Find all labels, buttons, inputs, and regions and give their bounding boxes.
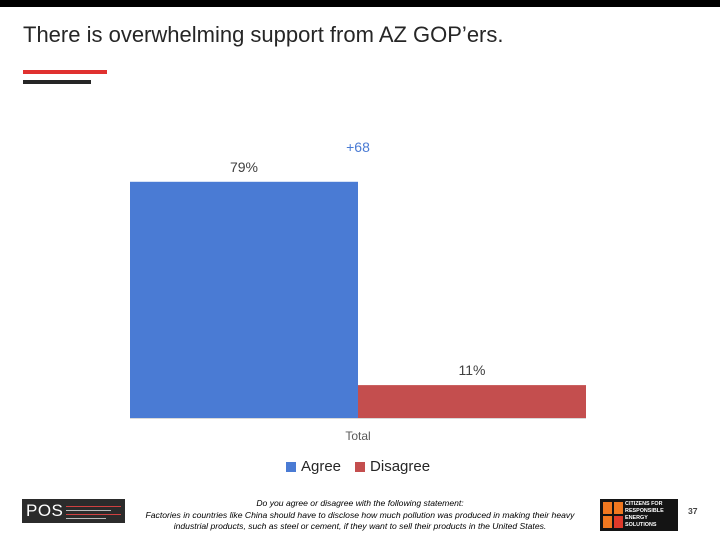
data-label-agree: 79% [230, 159, 258, 175]
cres-logo-mark [603, 502, 623, 528]
margin-annotation: +68 [346, 139, 370, 155]
slide-title: There is overwhelming support from AZ GO… [23, 22, 504, 47]
cres-logo-line: RESPONSIBLE [625, 508, 664, 515]
question-text: Do you agree or disagree with the follow… [256, 498, 464, 508]
cres-logo-line: CITIZENS FOR [625, 501, 663, 508]
chart-legend: Agree Disagree [286, 458, 430, 475]
cres-logo: CITIZENS FOR RESPONSIBLE ENERGY SOLUTION… [600, 499, 678, 531]
bar-chart: 79% 11% Total +68 [130, 139, 586, 443]
cres-logo-line: ENERGY SOLUTIONS [625, 515, 657, 528]
cres-logo-text: CITIZENS FOR RESPONSIBLE ENERGY SOLUTION… [625, 501, 678, 528]
statement-text: Factories in countries like China should… [145, 509, 575, 532]
legend-label-agree: Agree [301, 458, 342, 475]
legend-swatch-agree [286, 461, 296, 472]
bar-agree [130, 181, 358, 418]
legend-item-agree: Agree [286, 458, 341, 475]
accent-line-dark [23, 80, 91, 84]
legend-label-disagree: Disagree [370, 458, 431, 475]
pos-logo: POS [22, 499, 125, 523]
bar-disagree [358, 385, 586, 418]
question-footnote: Do you agree or disagree with the follow… [130, 498, 590, 533]
legend-item-disagree: Disagree [355, 458, 430, 475]
legend-swatch-disagree [355, 461, 366, 472]
pos-logo-text: POS [26, 501, 64, 520]
data-label-disagree: 11% [459, 362, 486, 378]
page-number: 37 [688, 506, 698, 516]
x-tick-label: Total [345, 429, 370, 443]
accent-line-red [23, 70, 107, 74]
top-bar [0, 0, 720, 7]
